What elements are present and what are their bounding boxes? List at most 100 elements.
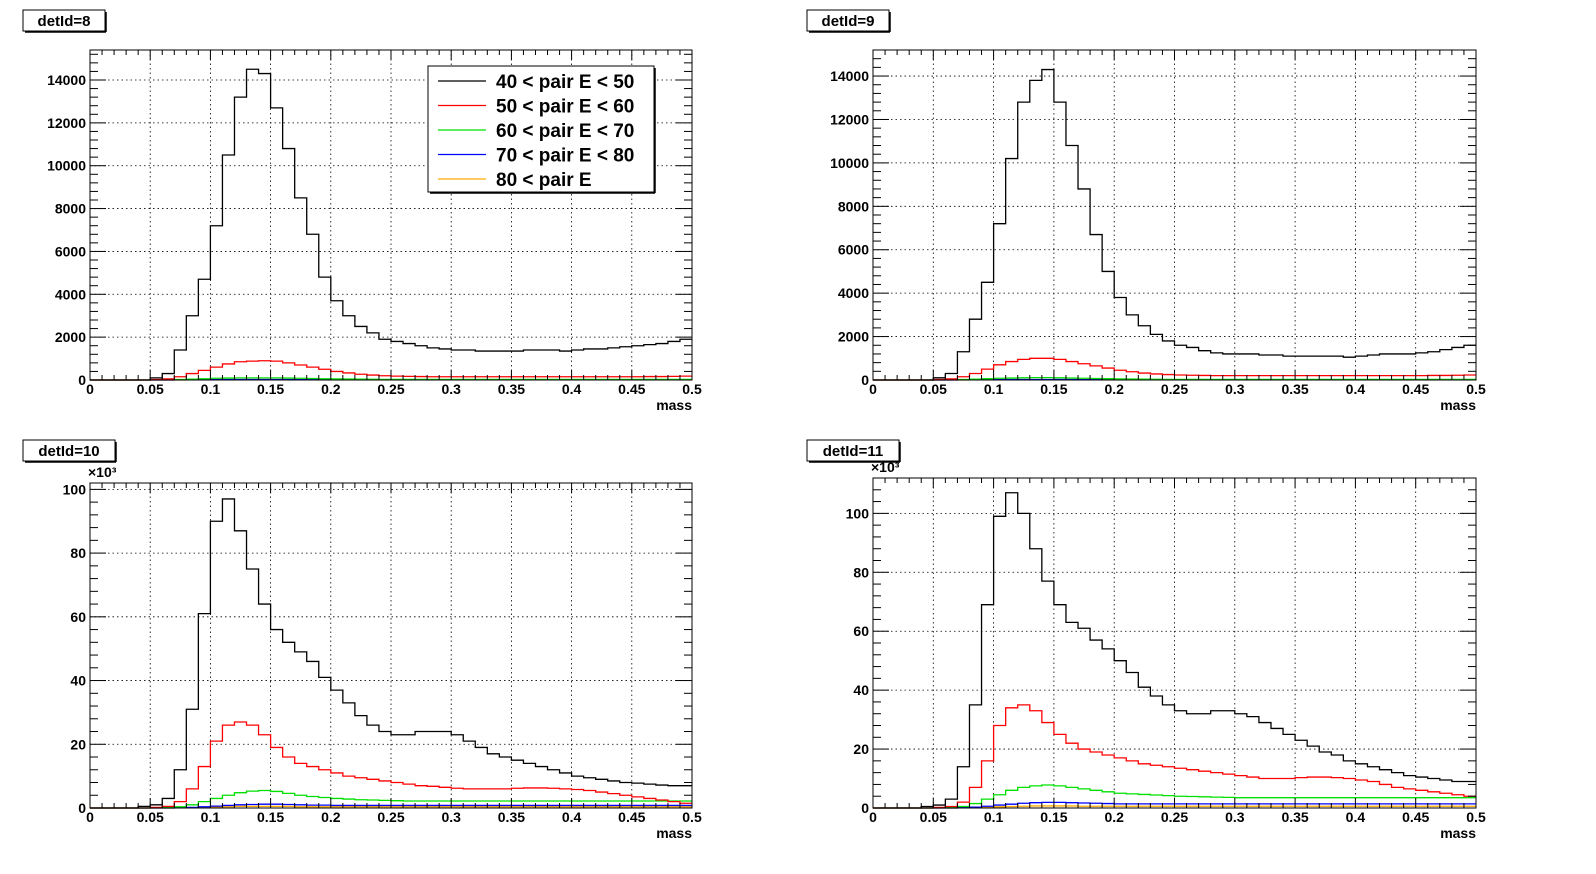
x-tick-label: 0.5 — [682, 809, 702, 825]
x-tick-label: 0.05 — [920, 809, 947, 825]
x-tick-label: 0.35 — [1281, 381, 1308, 397]
x-axis-label: mass — [656, 825, 692, 841]
legend-entry-2: 60 < pair E < 70 — [496, 121, 634, 142]
x-tick-label: 0 — [86, 809, 94, 825]
x-tick-label: 0 — [869, 809, 877, 825]
y-tick-label: 2000 — [55, 329, 86, 345]
x-tick-label: 0.3 — [1225, 381, 1245, 397]
y-tick-label: 10000 — [47, 158, 86, 174]
title-box — [806, 9, 890, 32]
x-tick-label: 0.45 — [1402, 381, 1429, 397]
panel-title: detId=10 — [38, 443, 99, 460]
y-exponent-label: ×10³ — [871, 459, 900, 475]
y-tick-label: 40 — [853, 682, 869, 698]
y-tick-label: 12000 — [830, 111, 869, 127]
x-tick-label: 0.4 — [562, 809, 582, 825]
x-tick-label: 0.1 — [201, 381, 221, 397]
title-box — [22, 439, 116, 462]
histogram-panel-2: 0 0.05 0.1 0.15 0.2 0.25 0.3 0.35 0.4 0.45 0.5 0 20 4… — [22, 439, 702, 841]
x-tick-label: 0.5 — [1466, 381, 1486, 397]
x-tick-label: 0.45 — [618, 809, 645, 825]
series-line-0 — [873, 492, 1476, 809]
x-tick-label: 0.1 — [201, 809, 221, 825]
x-tick-label: 0.45 — [618, 381, 645, 397]
x-tick-label: 0.3 — [441, 381, 461, 397]
x-tick-label: 0.25 — [1161, 381, 1188, 397]
x-tick-label: 0.25 — [1161, 809, 1188, 825]
y-tick-label: 14000 — [830, 68, 869, 84]
y-tick-label: 14000 — [47, 72, 86, 88]
x-tick-label: 0.4 — [1346, 381, 1366, 397]
y-tick-label: 4000 — [838, 285, 869, 301]
x-tick-label: 0.15 — [257, 809, 284, 825]
y-tick-label: 20 — [70, 736, 86, 752]
histogram-panel-3: 0 0.05 0.1 0.15 0.2 0.25 0.3 0.35 0.4 0.45 0.5 0 20 4… — [806, 439, 1486, 841]
x-tick-label: 0.25 — [377, 809, 404, 825]
panel-title: detId=8 — [38, 13, 91, 30]
x-tick-label: 0.4 — [562, 381, 582, 397]
x-tick-label: 0.05 — [137, 381, 164, 397]
y-tick-label: 80 — [70, 545, 86, 561]
x-tick-label: 0.2 — [321, 381, 341, 397]
title-box — [22, 9, 106, 32]
legend-box — [427, 65, 655, 193]
x-tick-label: 0.45 — [1402, 809, 1429, 825]
x-tick-label: 0 — [869, 381, 877, 397]
x-tick-label: 0.2 — [1104, 809, 1124, 825]
series-line-0 — [90, 498, 692, 809]
x-tick-label: 0.15 — [1040, 381, 1067, 397]
y-tick-label: 6000 — [838, 242, 869, 258]
x-tick-label: 0.3 — [1225, 809, 1245, 825]
legend-entry-3: 70 < pair E < 80 — [496, 146, 634, 167]
y-tick-label: 60 — [70, 609, 86, 625]
x-tick-label: 0.2 — [1104, 381, 1124, 397]
legend: 40 < pair E < 50 50 < pair E < 60 60 < pai… — [427, 65, 656, 194]
x-tick-label: 0.25 — [377, 381, 404, 397]
y-tick-label: 0 — [78, 800, 86, 816]
series-line-0 — [90, 68, 692, 381]
panel-title: detId=9 — [822, 13, 875, 30]
y-tick-label: 100 — [63, 481, 87, 497]
y-tick-label: 0 — [861, 372, 869, 388]
x-tick-label: 0.35 — [498, 809, 525, 825]
x-tick-label: 0.2 — [321, 809, 341, 825]
x-tick-label: 0.05 — [137, 809, 164, 825]
x-tick-label: 0.4 — [1346, 809, 1366, 825]
legend-entry-4: 80 < pair E — [496, 170, 592, 191]
title-box — [806, 439, 900, 462]
x-tick-label: 0.15 — [1040, 809, 1067, 825]
y-exponent-label: ×10³ — [88, 464, 117, 480]
y-tick-label: 0 — [861, 800, 869, 816]
x-tick-label: 0.3 — [441, 809, 461, 825]
y-tick-label: 80 — [853, 564, 869, 580]
y-tick-label: 20 — [853, 741, 869, 757]
series-line-0 — [873, 68, 1476, 381]
x-tick-label: 0.1 — [984, 381, 1004, 397]
y-tick-label: 0 — [78, 372, 86, 388]
x-tick-label: 0.1 — [984, 809, 1004, 825]
x-axis-label: mass — [1440, 397, 1476, 413]
x-axis-label: mass — [656, 397, 692, 413]
series-line-3 — [873, 801, 1476, 809]
histogram-panel-1: 0 0.05 0.1 0.15 0.2 0.25 0.3 0.35 0.4 0.45 0.5 0 200… — [806, 9, 1486, 413]
y-tick-label: 2000 — [838, 329, 869, 345]
panel-title: detId=11 — [823, 443, 883, 460]
histogram-panel-0: 0 0.05 0.1 0.15 0.2 0.25 0.3 0.35 0.4 0.45 0.5 0 200… — [22, 9, 702, 413]
series-line-2 — [873, 784, 1476, 809]
x-tick-label: 0.35 — [1281, 809, 1308, 825]
legend-entry-0: 40 < pair E < 50 — [496, 72, 634, 93]
x-axis-label: mass — [1440, 825, 1476, 841]
legend-entry-1: 50 < pair E < 60 — [496, 97, 634, 118]
y-tick-label: 12000 — [47, 115, 86, 131]
y-tick-label: 60 — [853, 623, 869, 639]
series-line-1 — [90, 360, 692, 381]
y-tick-label: 8000 — [838, 198, 869, 214]
y-tick-label: 100 — [846, 505, 870, 521]
x-tick-label: 0.15 — [257, 381, 284, 397]
x-tick-label: 0.5 — [682, 381, 702, 397]
y-tick-label: 4000 — [55, 286, 86, 302]
x-tick-label: 0.35 — [498, 381, 525, 397]
x-tick-label: 0.5 — [1466, 809, 1486, 825]
y-tick-label: 8000 — [55, 201, 86, 217]
